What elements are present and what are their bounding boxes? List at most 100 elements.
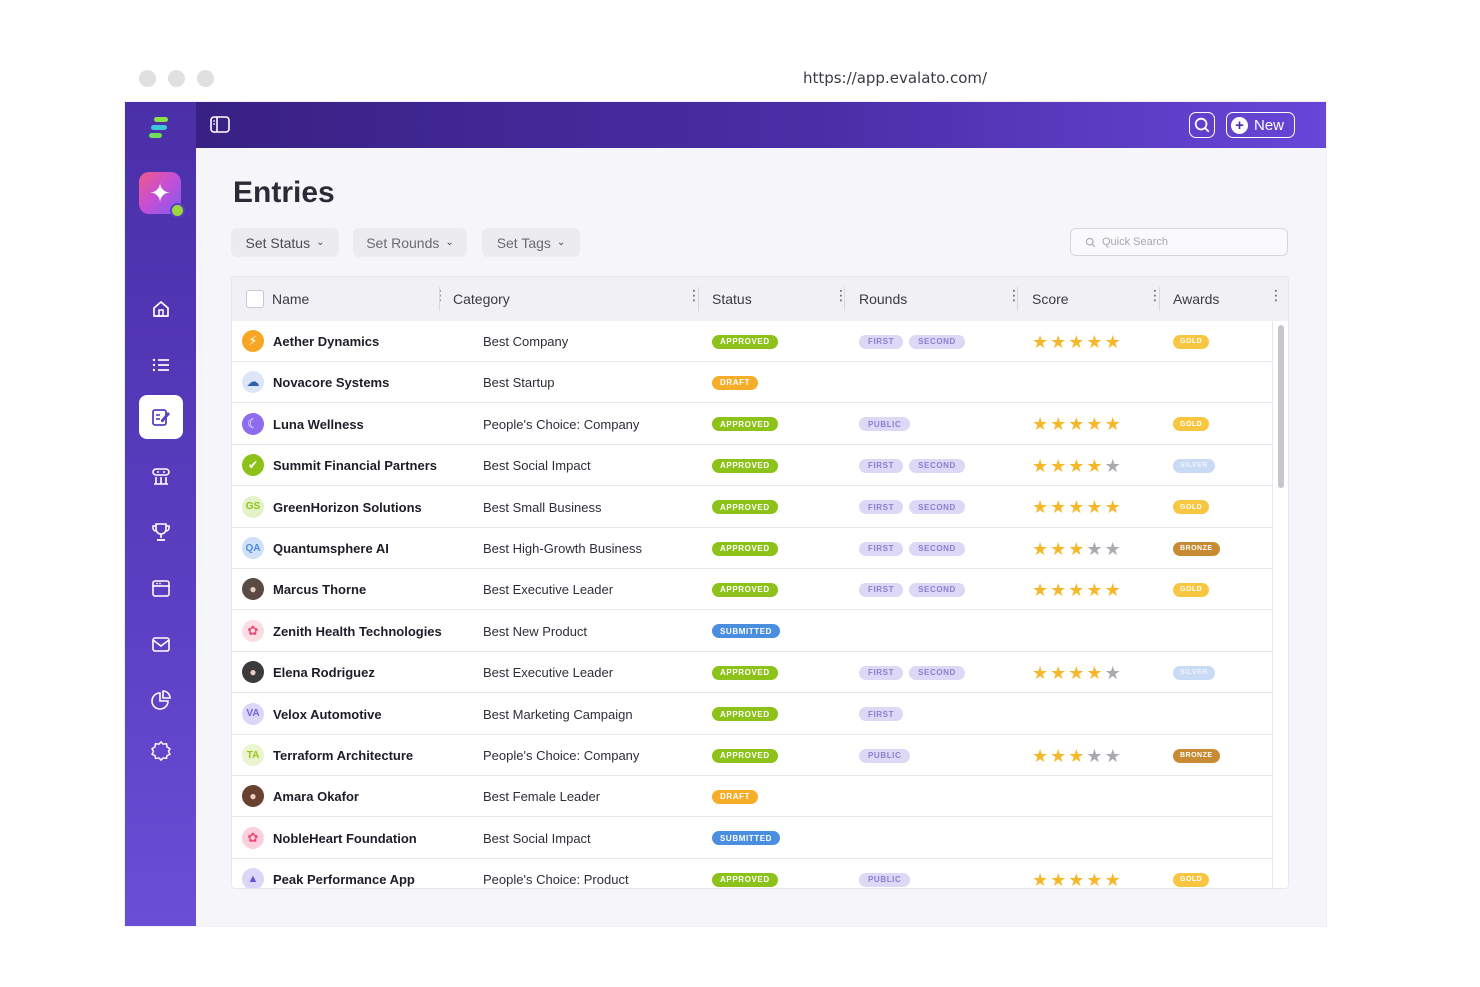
new-button[interactable]: + New bbox=[1226, 112, 1295, 138]
sidebar: ✦ bbox=[125, 102, 196, 926]
window-dot-close[interactable] bbox=[139, 70, 156, 87]
table-row[interactable]: ● Marcus Thorne Best Executive Leader APPRO… bbox=[232, 569, 1274, 611]
star-icon: ★ bbox=[1050, 538, 1067, 559]
table-row[interactable]: ☁ Novacore Systems Best Startup DRAFT bbox=[232, 362, 1274, 404]
table-row[interactable]: ⚡ Aether Dynamics Best Company APPROVED FIRS… bbox=[232, 321, 1274, 362]
table-row[interactable]: VA Velox Automotive Best Marketing Campaig… bbox=[232, 694, 1274, 735]
evalato-logo-icon[interactable] bbox=[149, 117, 171, 143]
round-badge: SECOND bbox=[909, 500, 965, 515]
initials-icon: QA bbox=[242, 537, 264, 559]
entry-name[interactable]: Summit Financial Partners bbox=[273, 458, 437, 474]
sidebar-item-pie-chart[interactable] bbox=[139, 678, 183, 722]
status-cell: APPROVED bbox=[712, 321, 778, 362]
column-menu-icon[interactable]: ⋮ bbox=[1269, 287, 1283, 303]
search-button[interactable] bbox=[1189, 112, 1215, 138]
list-icon bbox=[152, 358, 169, 372]
table-row[interactable]: GS GreenHorizon Solutions Best Small Busin… bbox=[232, 487, 1274, 528]
star-icon: ★ bbox=[1032, 497, 1049, 518]
quick-search-input[interactable]: Quick Search bbox=[1070, 228, 1288, 256]
sidebar-item-calendar[interactable] bbox=[139, 566, 183, 610]
sidebar-item-home[interactable] bbox=[139, 287, 183, 331]
rounds-cell: FIRST SECOND bbox=[859, 487, 971, 528]
column-menu-icon[interactable]: ⋮ bbox=[1148, 287, 1162, 303]
browser-url[interactable]: https://app.evalato.com/ bbox=[802, 69, 988, 87]
set-rounds-dropdown[interactable]: Set Rounds ⌄ bbox=[353, 228, 467, 257]
entry-name[interactable]: Velox Automotive bbox=[273, 706, 382, 722]
sidebar-item-mail[interactable] bbox=[139, 622, 183, 666]
star-icon: ★ bbox=[1032, 331, 1049, 352]
column-header-status[interactable]: Status ⋮ bbox=[712, 277, 848, 321]
award-cell: SILVER bbox=[1173, 652, 1215, 693]
entry-name[interactable]: GreenHorizon Solutions bbox=[273, 499, 422, 515]
table-row[interactable]: ✿ NobleHeart Foundation Best Social Impact… bbox=[232, 818, 1274, 859]
sidebar-item-judges[interactable] bbox=[139, 454, 183, 498]
entry-name[interactable]: Elena Rodriguez bbox=[273, 665, 375, 681]
status-cell: APPROVED bbox=[712, 859, 778, 888]
entry-name[interactable]: Peak Performance App bbox=[273, 872, 415, 888]
table-row[interactable]: ● Elena Rodriguez Best Executive Leader APP… bbox=[232, 652, 1274, 694]
rounds-cell: PUBLIC bbox=[859, 735, 916, 776]
star-rating: ★ ★ ★ ★ ★ bbox=[1032, 457, 1121, 475]
entry-name[interactable]: Terraform Architecture bbox=[273, 748, 414, 763]
entry-name[interactable]: Zenith Health Technologies bbox=[273, 623, 442, 639]
search-icon bbox=[1085, 237, 1096, 247]
entry-name[interactable]: Novacore Systems bbox=[273, 375, 390, 391]
sidebar-toggle-icon[interactable] bbox=[209, 114, 231, 136]
status-cell: DRAFT bbox=[712, 362, 759, 403]
column-header-awards[interactable]: Awards ⋮ bbox=[1173, 277, 1283, 321]
table-row[interactable]: ▲ Peak Performance App People's Choice: Pr… bbox=[232, 859, 1274, 889]
award-cell: GOLD bbox=[1173, 569, 1210, 610]
table-row[interactable]: ☾ Luna Wellness People's Choice: Company AP… bbox=[232, 404, 1274, 445]
column-menu-icon[interactable]: ⋮ bbox=[687, 287, 701, 303]
entry-name[interactable]: NobleHeart Foundation bbox=[273, 830, 417, 846]
column-header-name[interactable]: Name ⋮ bbox=[272, 277, 447, 321]
entry-name[interactable]: Aether Dynamics bbox=[273, 334, 380, 349]
page-title: Entries bbox=[233, 176, 335, 209]
star-icon: ★ bbox=[1050, 455, 1067, 476]
entry-name[interactable]: Marcus Thorne bbox=[273, 582, 367, 598]
star-rating: ★ ★ ★ ★ ★ bbox=[1032, 869, 1121, 889]
sidebar-item-trophy[interactable] bbox=[139, 510, 183, 554]
scrollbar-thumb[interactable] bbox=[1278, 325, 1284, 488]
sidebar-item-list[interactable] bbox=[139, 343, 183, 387]
star-icon: ★ bbox=[1086, 579, 1103, 600]
sidebar-item-settings[interactable] bbox=[139, 730, 183, 774]
column-divider bbox=[698, 287, 699, 311]
table-row[interactable]: QA Quantumsphere AI Best High-Growth Busin… bbox=[232, 528, 1274, 569]
rounds-cell: FIRST SECOND bbox=[859, 569, 971, 610]
calendar-icon bbox=[152, 580, 170, 597]
entry-name[interactable]: Luna Wellness bbox=[273, 416, 364, 432]
column-header-rounds[interactable]: Rounds ⋮ bbox=[859, 277, 1021, 321]
award-badge: BRONZE bbox=[1173, 541, 1220, 556]
set-status-dropdown[interactable]: Set Status ⌄ bbox=[231, 228, 339, 257]
status-cell: APPROVED bbox=[712, 694, 778, 735]
judges-icon bbox=[152, 468, 170, 485]
organization-avatar[interactable]: ✦ bbox=[139, 172, 185, 218]
table-row[interactable]: ✔ Summit Financial Partners Best Social Im… bbox=[232, 445, 1274, 487]
column-header-category[interactable]: Category ⋮ bbox=[453, 277, 701, 321]
score-cell: ★ ★ ★ ★ ★ bbox=[1032, 652, 1121, 693]
star-rating: ★ ★ ★ ★ ★ bbox=[1032, 540, 1121, 558]
column-menu-icon[interactable]: ⋮ bbox=[433, 287, 447, 303]
award-badge: GOLD bbox=[1173, 582, 1210, 597]
window-dot-minimize[interactable] bbox=[168, 70, 185, 87]
table-row[interactable]: ✿ Zenith Health Technologies Best New Prod… bbox=[232, 611, 1274, 652]
column-header-score[interactable]: Score ⋮ bbox=[1032, 277, 1162, 321]
entry-name[interactable]: Quantumsphere AI bbox=[273, 541, 389, 556]
select-all-checkbox[interactable] bbox=[246, 290, 264, 308]
entry-name[interactable]: Amara Okafor bbox=[273, 789, 359, 805]
table-row[interactable]: TA Terraform Architecture People's Choice:… bbox=[232, 735, 1274, 776]
sidebar-item-entries[interactable] bbox=[139, 395, 183, 439]
status-cell: APPROVED bbox=[712, 528, 778, 569]
star-icon: ★ bbox=[1032, 455, 1049, 476]
window-dot-maximize[interactable] bbox=[197, 70, 214, 87]
chevron-down-icon: ⌄ bbox=[556, 237, 566, 248]
set-tags-dropdown[interactable]: Set Tags ⌄ bbox=[482, 228, 580, 257]
column-menu-icon[interactable]: ⋮ bbox=[834, 287, 848, 303]
star-rating: ★ ★ ★ ★ ★ bbox=[1032, 415, 1121, 433]
column-menu-icon[interactable]: ⋮ bbox=[1007, 287, 1021, 303]
star-icon: ★ bbox=[1104, 869, 1121, 889]
scrollbar-track[interactable] bbox=[1272, 321, 1288, 888]
round-badge: SECOND bbox=[909, 458, 965, 473]
table-row[interactable]: ● Amara Okafor Best Female Leader DRAFT bbox=[232, 776, 1274, 818]
